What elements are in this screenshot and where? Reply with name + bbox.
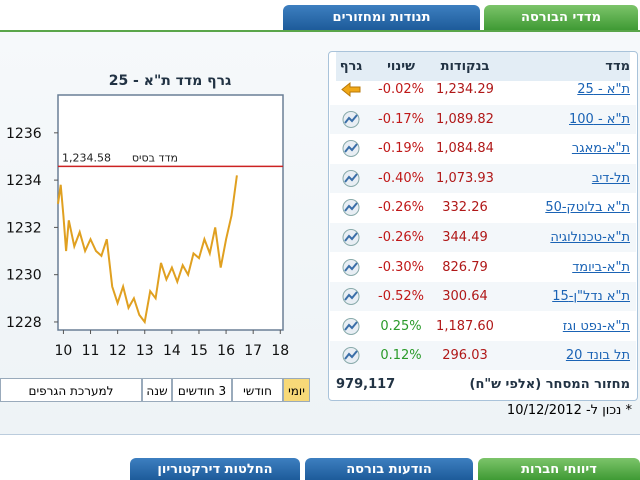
chart: גרף מדד ת"א - 25 1228 1230 1232 1234 1236 10 11…: [6, 73, 289, 359]
index-points: 1,084.84: [436, 141, 494, 157]
table-header: מדד: [510, 52, 630, 81]
range-button[interactable]: 3 חודשים: [172, 378, 232, 402]
range-button[interactable]: יומי: [283, 378, 310, 402]
index-points: 1,089.82: [436, 111, 494, 127]
table-header: שינוי: [362, 52, 440, 81]
index-change: -0.17%: [378, 111, 424, 127]
date-note: * נכון ל- 10/12/2012: [506, 403, 632, 418]
index-link[interactable]: ת"א-מאגר: [571, 141, 630, 157]
index-link[interactable]: ת"א - 100: [569, 111, 630, 127]
index-points: 1,187.60: [436, 318, 494, 334]
y-tick-label: 1236: [6, 126, 42, 142]
base-line-name: מדד בסיס: [132, 151, 178, 164]
x-tick-label: 17: [244, 343, 262, 359]
row-stripe: [330, 163, 636, 193]
index-link[interactable]: תל בונד 20: [565, 348, 630, 364]
graph-icon[interactable]: [340, 258, 362, 277]
index-link[interactable]: ת"א נדל"ן-15: [552, 289, 630, 305]
index-change: -0.52%: [378, 289, 424, 305]
index-change: 0.25%: [380, 318, 422, 334]
x-tick-label: 13: [136, 343, 154, 359]
index-change: 0.12%: [380, 348, 422, 364]
graph-icon[interactable]: [340, 139, 362, 158]
index-points: 332.26: [442, 200, 488, 216]
graph-icon[interactable]: [340, 228, 362, 247]
tab[interactable]: מדדי הבורסה: [484, 5, 638, 30]
index-link[interactable]: תל-דיב: [591, 170, 630, 186]
row-stripe: [330, 341, 636, 371]
index-change: -0.26%: [378, 230, 424, 245]
y-tick-label: 1232: [6, 220, 42, 236]
index-change: -0.19%: [378, 141, 424, 157]
index-change: -0.30%: [378, 259, 424, 275]
index-points: 826.79: [442, 259, 488, 275]
bottom-tab[interactable]: דיווחי חברות: [478, 458, 640, 480]
bottom-tab[interactable]: החלטות דירקטוריון: [130, 458, 300, 480]
y-tick-label: 1228: [6, 315, 42, 331]
tab[interactable]: תנודות ומחזורים: [283, 5, 480, 30]
index-link[interactable]: ת"א בלוטק-50: [545, 200, 630, 216]
chart-title: גרף מדד ת"א - 25: [109, 73, 232, 89]
y-tick-label: 1230: [6, 268, 42, 284]
index-line: [57, 175, 238, 325]
index-change: -0.26%: [378, 200, 424, 216]
y-tick-label: 1234: [6, 173, 42, 189]
footer-label: מחזור המסחר (אלפי ש"ח): [469, 377, 631, 392]
x-tick-label: 16: [217, 343, 235, 359]
x-tick-label: 15: [190, 343, 208, 359]
graph-icon[interactable]: [340, 198, 362, 217]
x-tick-label: 11: [82, 343, 100, 359]
index-link[interactable]: ת"א-טכנולוגיה: [550, 230, 630, 245]
graph-icon[interactable]: [340, 346, 362, 365]
graph-icon[interactable]: [340, 317, 362, 336]
index-link[interactable]: ת"א - 25: [577, 82, 630, 97]
row-stripe: [330, 223, 636, 252]
x-tick-label: 18: [271, 343, 289, 359]
x-tick-label: 12: [109, 343, 127, 359]
footer-value: 979,117: [336, 377, 396, 392]
index-points: 296.03: [442, 348, 488, 364]
bottom-tab[interactable]: הודעות בורסה: [305, 458, 473, 480]
range-button[interactable]: שנה: [142, 378, 172, 402]
graph-icon[interactable]: [340, 287, 362, 306]
x-tick-label: 10: [55, 343, 73, 359]
row-stripe: [330, 282, 636, 312]
plot-area: [57, 94, 284, 331]
index-points: 344.49: [442, 230, 488, 245]
index-link[interactable]: ת"א-ביומד: [572, 259, 630, 275]
index-points: 1,234.29: [436, 82, 494, 97]
index-change: -0.02%: [378, 82, 424, 97]
table-header: גרף: [336, 52, 366, 81]
range-button[interactable]: חודשי: [232, 378, 283, 402]
x-tick-label: 14: [163, 343, 181, 359]
index-change: -0.40%: [378, 170, 424, 186]
index-link[interactable]: ת"א-נפט וגז: [562, 318, 630, 334]
graph-icon[interactable]: [340, 169, 362, 188]
row-stripe: [330, 104, 636, 134]
arrow-icon[interactable]: [340, 80, 362, 99]
base-line-value: 1,234.58: [62, 151, 111, 164]
index-points: 1,073.93: [436, 170, 494, 186]
range-button[interactable]: למערכת הגרפים: [0, 378, 142, 402]
graph-icon[interactable]: [340, 110, 362, 129]
index-points: 300.64: [442, 289, 488, 305]
